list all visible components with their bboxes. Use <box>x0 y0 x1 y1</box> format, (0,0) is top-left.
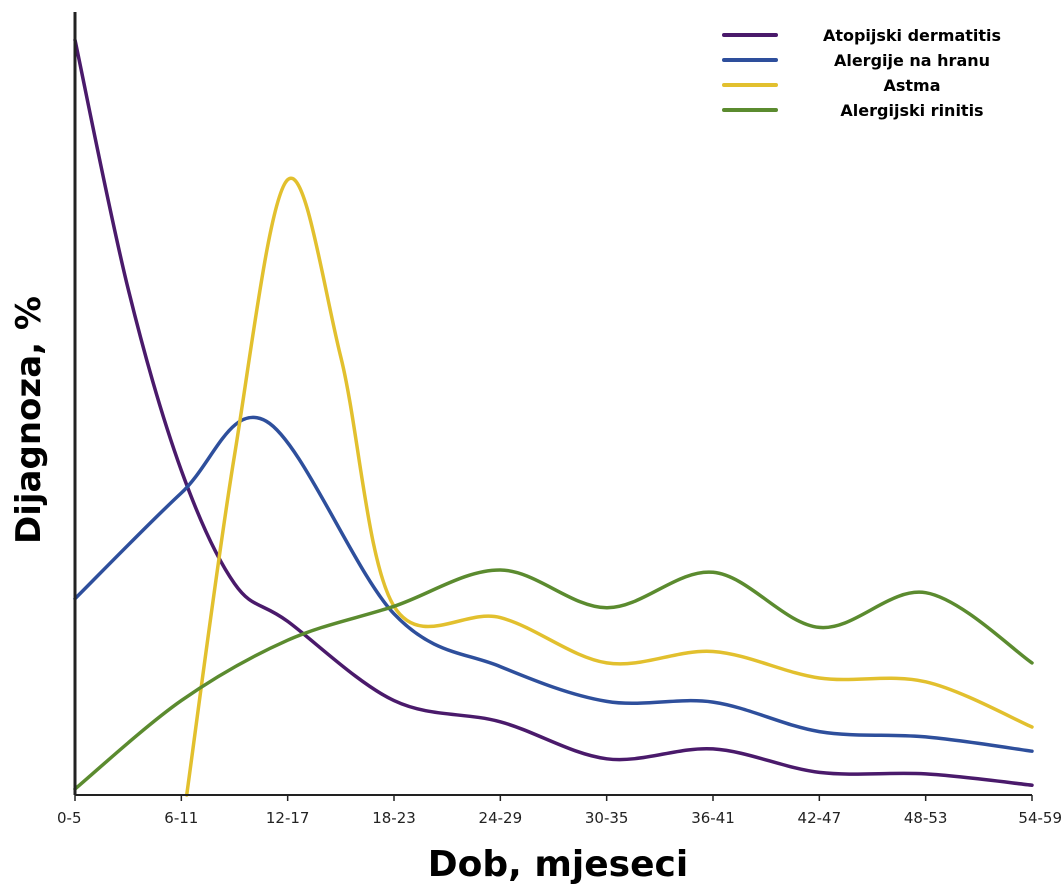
x-tick-label: 36-41 <box>691 809 735 827</box>
series-line-3 <box>184 176 1034 797</box>
series-line-4 <box>73 568 1034 791</box>
x-tick-label: 48-53 <box>904 809 948 827</box>
x-tick-label: 0-5 <box>57 809 82 827</box>
x-axis-title: Dob, mjeseci <box>428 844 688 885</box>
x-tick-label: 54-59 <box>1018 809 1062 827</box>
legend-label: Alergije na hranu <box>834 51 990 70</box>
x-tick-label: 18-23 <box>372 809 416 827</box>
series-line-2 <box>73 415 1034 753</box>
legend-label: Alergijski rinitis <box>840 101 983 120</box>
x-tick-label: 12-17 <box>266 809 310 827</box>
series-line-1 <box>73 38 1034 787</box>
x-axis-ticks: 0-5 6-11 12-17 18-23 24-29 30-35 36-41 42-47 48-… <box>57 795 1062 827</box>
plot-area <box>73 38 1034 797</box>
x-tick-label: 24-29 <box>479 809 523 827</box>
y-axis-title: Dijagnoza, % <box>9 296 49 544</box>
x-tick-label: 42-47 <box>798 809 842 827</box>
legend: Atopijski dermatitis Alergije na hranu Ast… <box>722 26 1001 120</box>
legend-label: Astma <box>883 76 940 95</box>
x-tick-label: 6-11 <box>164 809 198 827</box>
legend-label: Atopijski dermatitis <box>823 26 1001 45</box>
x-tick-label: 30-35 <box>585 809 629 827</box>
